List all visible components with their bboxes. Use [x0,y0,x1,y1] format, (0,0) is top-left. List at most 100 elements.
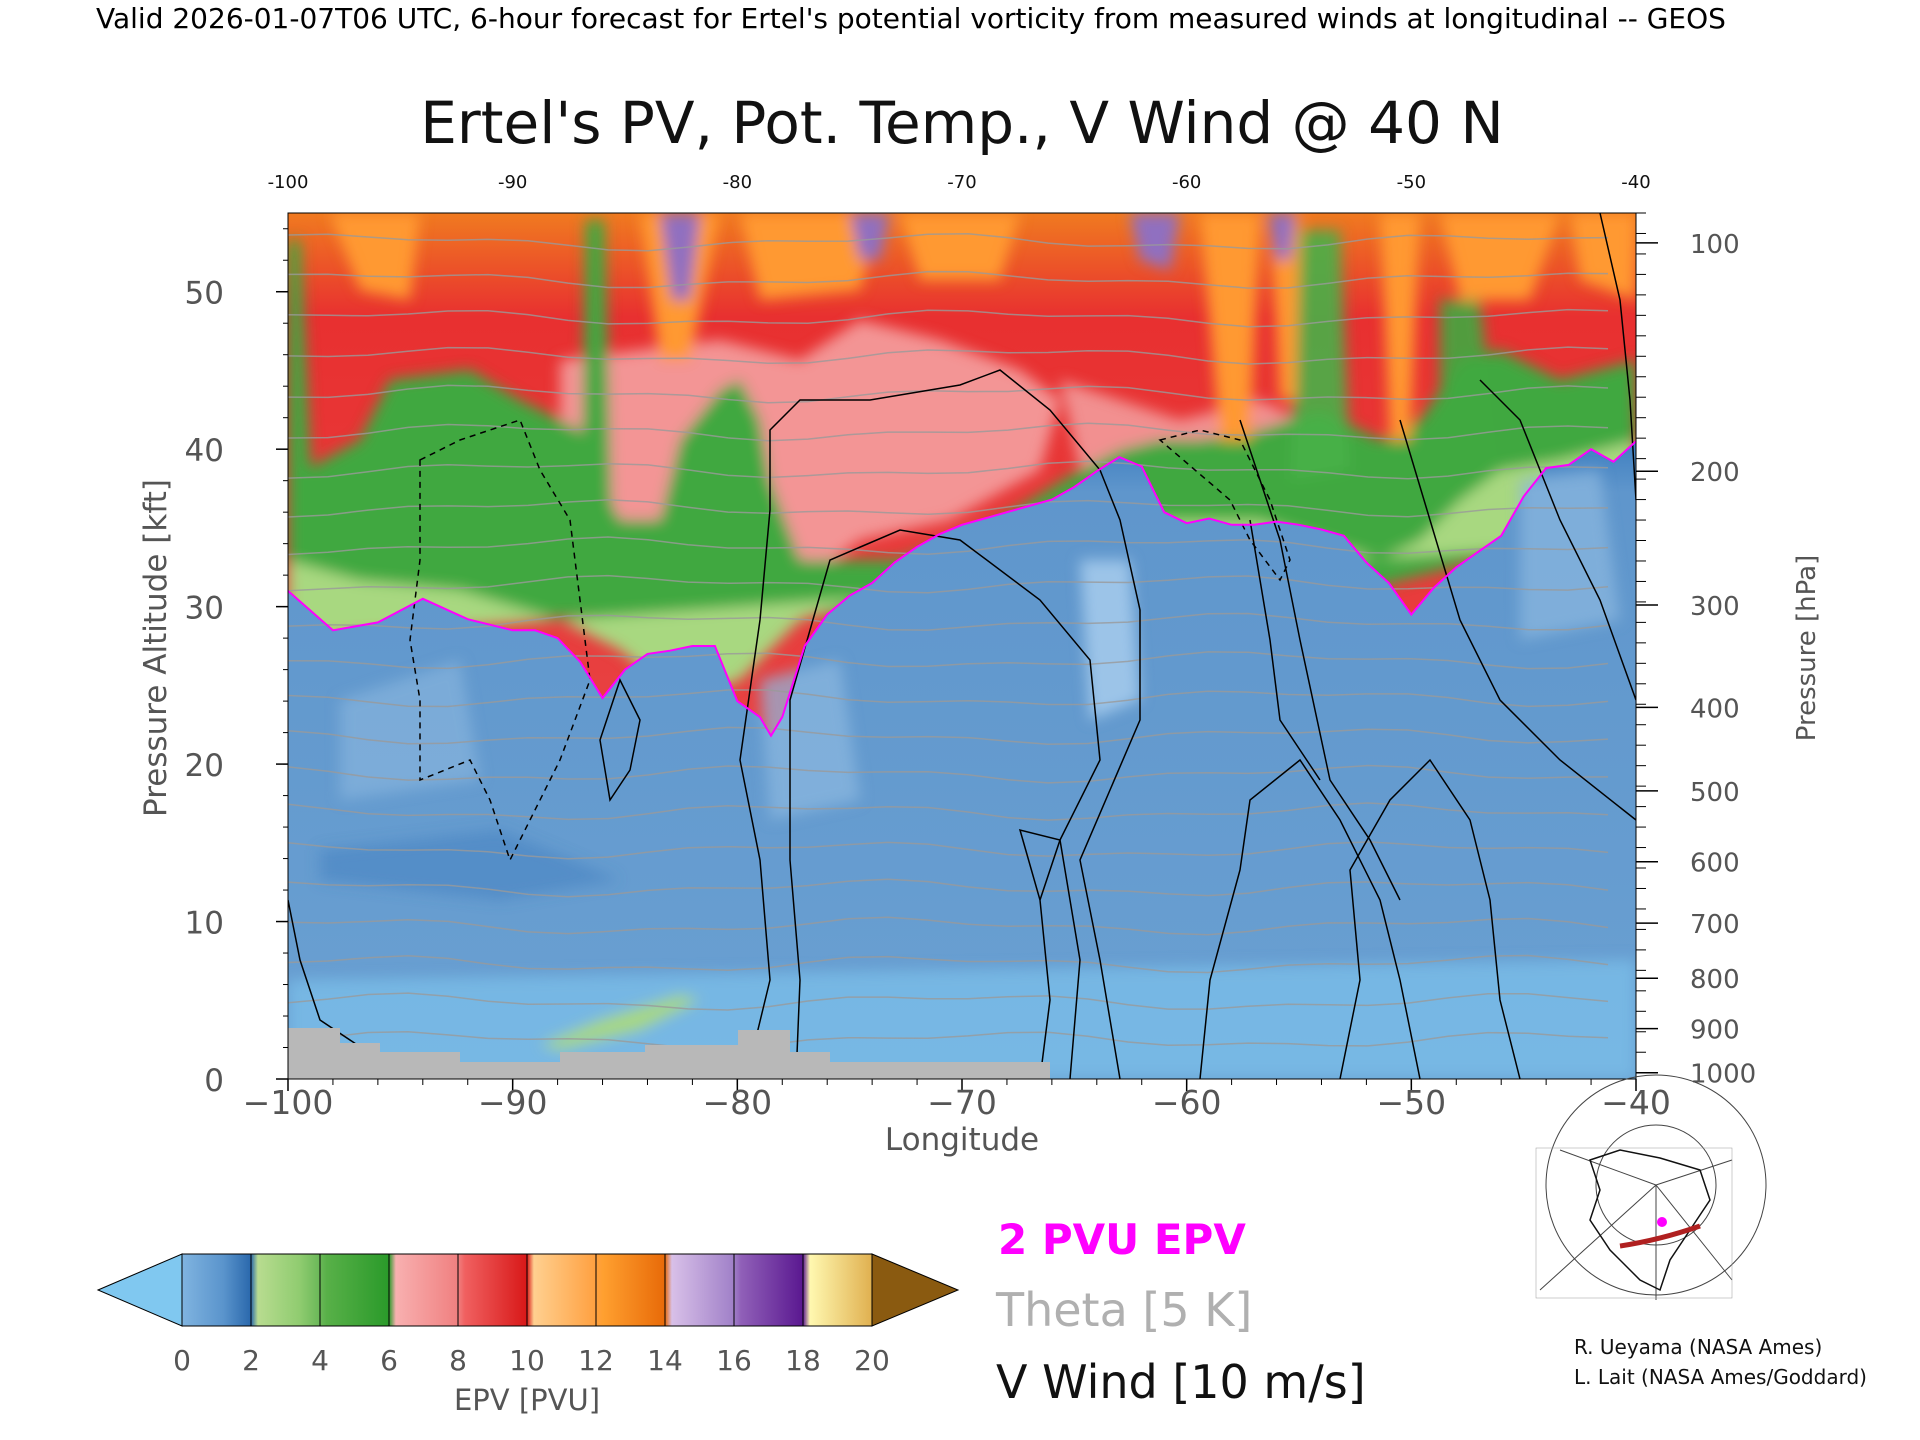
v-wind-contours [288,213,1636,1079]
light-blue-ground [288,960,1636,1079]
tropopause-2pvu-line [288,440,1636,738]
colorbar-under-arrow [96,1253,183,1327]
top-tick-label: -60 [1172,172,1201,193]
credit-line-2: L. Lait (NASA Ames/Goddard) [1574,1365,1867,1389]
tropospheric-features [288,470,1636,1079]
green-column-east [1290,230,1350,480]
x-tick-label: −100 [243,1083,334,1122]
pressure-tick-label: 600 [1690,849,1740,879]
colorbar-label: EPV [PVU] [454,1383,600,1417]
x-axis-bottom: −100 −90 −80 −70 −60 −50 −40 [243,1079,1671,1122]
colorbar-tick-label: 18 [785,1344,821,1377]
x-tick-label: −60 [1152,1083,1222,1122]
locator-map [1535,1074,1767,1300]
green-column-far-east [1440,300,1500,500]
theta-line [288,992,1609,1011]
dark-blue-streak [320,830,620,900]
green-column-west [288,240,312,520]
theta-line [288,308,1609,328]
y-tick-label: 30 [185,591,224,627]
colorbar-tick-label: 0 [173,1344,191,1377]
theta-line [288,764,1609,784]
pale-blue-patch-west [340,660,480,800]
top-tick-label: -70 [947,172,976,193]
legend-theta: Theta [5 K] [995,1283,1252,1337]
wind-contour-dashed-b [1158,429,1291,582]
colorbar-tick-label: 10 [509,1344,545,1377]
x-tick-label: −80 [703,1083,773,1122]
y-axis-left-label: Pressure Altitude [kft] [138,479,174,817]
credit-line-1: R. Ueyama (NASA Ames) [1574,1335,1822,1359]
pale-blue-patch-far-east [1520,470,1620,640]
theta-line [288,916,1609,936]
colorbar-tick-label: 12 [578,1344,614,1377]
colorbar: 0 2 4 6 8 10 12 14 16 18 20 EPV [PVU] [96,1253,960,1417]
green-column-86 [580,220,612,560]
theta-line [288,574,1609,594]
pressure-tick-label: 900 [1690,1016,1740,1046]
pale-blue-patch-east [1080,560,1140,720]
troposphere-fill [288,441,1636,1079]
theta-line [288,726,1609,746]
pressure-tick-label: 700 [1690,910,1740,940]
locator-continent [1589,1149,1711,1292]
orange-top-52 [1380,213,1420,440]
x-tick-label: −90 [478,1083,548,1122]
theta-line [288,612,1609,631]
light-green-band [288,440,1636,700]
pale-blue-patch-central [760,660,860,820]
pv-features [288,213,1636,700]
x-tick-label: −40 [1601,1083,1671,1122]
orange-top-70 [900,213,1020,280]
locator-point [1657,1217,1667,1227]
top-tick-label: -90 [498,172,527,193]
theta-line [288,878,1609,898]
legend-2pvu: 2 PVU EPV [998,1215,1246,1264]
theta-line [288,232,1609,252]
wind-contour-a [739,369,1141,1079]
colorbar-tick-label: 2 [242,1344,260,1377]
theta-line [288,270,1609,289]
pressure-tick-label: 100 [1690,230,1740,260]
wind-contour-f [1239,419,1401,901]
orange-top-77 [740,213,880,300]
colorbar-ticks: 0 2 4 6 8 10 12 14 16 18 20 [173,1254,890,1377]
orange-top-42 [1570,213,1636,300]
x-tick-label: −70 [927,1083,997,1122]
green-low-filament [540,995,700,1050]
colorbar-tick-label: 20 [854,1344,890,1377]
colorbar-over-arrow [871,1253,960,1327]
wind-contour-e [1339,758,1521,1079]
purple-top-62 [1130,213,1180,270]
theta-line [288,954,1609,974]
legend: 2 PVU EPV Theta [5 K] V Wind [10 m/s] [995,1215,1366,1409]
terrain [288,1028,1050,1079]
orange-top-46 [1440,213,1560,300]
theta-line [288,1030,1609,1050]
pressure-tick-label: 1000 [1690,1060,1756,1090]
wind-contour-c [1199,758,1421,1079]
legend-v-wind: V Wind [10 m/s] [996,1355,1366,1409]
theta-line [288,499,1609,518]
x-axis-label: Longitude [885,1122,1039,1158]
colorbar-tick-label: 8 [449,1344,467,1377]
header-text: Valid 2026-01-07T06 UTC, 6-hour forecast… [96,2,1726,35]
orange-top-58 [1200,213,1260,440]
theta-line [288,422,1609,442]
wind-contour-i [1399,419,1636,821]
wind-contour-dashed-a [409,419,591,862]
theta-line [288,346,1609,365]
pressure-tick-label: 200 [1690,458,1740,488]
wind-contour-j [599,678,641,802]
locator-map-frame [1535,1147,1733,1299]
purple-top-82 [660,213,700,300]
x-tick-label: −50 [1377,1083,1447,1122]
colorbar-tick-label: 16 [716,1344,752,1377]
pressure-tick-label: 500 [1690,778,1740,808]
x-axis-top: -100 -90 -80 -70 -60 -50 -40 [268,172,1651,193]
theta-line [288,651,1609,670]
wind-contour-g [1599,213,1636,501]
y-axis-right-label: Pressure [hPa] [1792,555,1822,742]
pressure-tick-label: 800 [1690,965,1740,995]
